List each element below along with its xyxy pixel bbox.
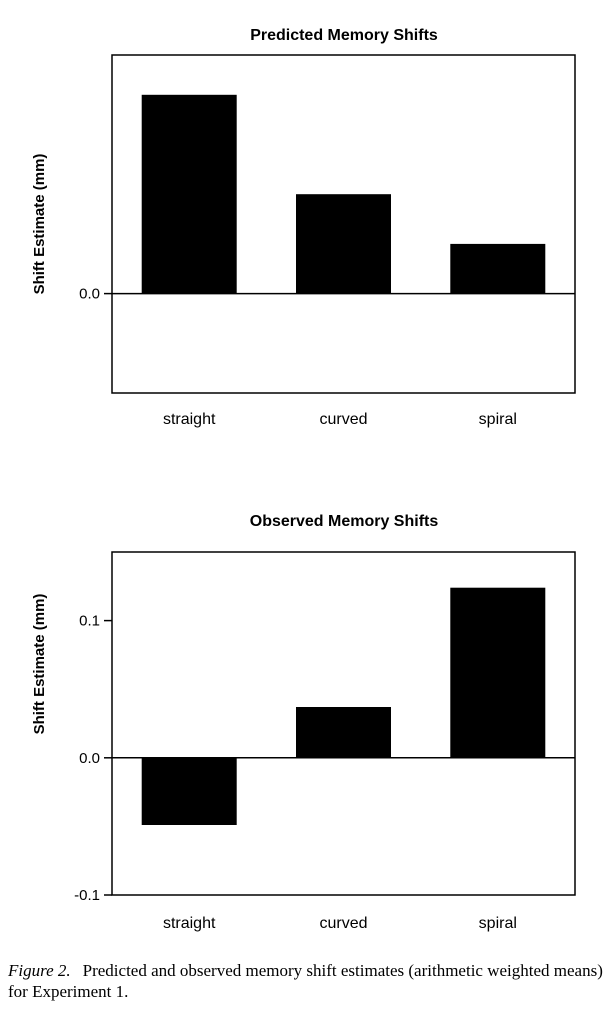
observed-bars <box>141 587 546 825</box>
predicted-x-tick-labels: straight curved spiral <box>163 411 517 428</box>
observed-x-tick-label-curved: curved <box>319 915 367 932</box>
predicted-chart: Predicted Memory Shifts Shift Estimate (… <box>31 27 576 428</box>
observed-x-tick-label-straight: straight <box>163 915 216 932</box>
predicted-y-tick-label: 0.0 <box>79 286 100 303</box>
observed-chart-title: Observed Memory Shifts <box>250 513 439 530</box>
predicted-chart-title: Predicted Memory Shifts <box>250 27 438 44</box>
predicted-y-ticks: 0.0 <box>79 286 112 303</box>
observed-y-axis-label: Shift Estimate (mm) <box>31 594 48 735</box>
observed-bar-curved <box>296 707 391 758</box>
predicted-x-tick-label-spiral: spiral <box>479 411 517 428</box>
figure-caption-text: Predicted and observed memory shift esti… <box>8 961 603 1001</box>
observed-plot-frame <box>111 551 576 896</box>
observed-y-tick-label: -0.1 <box>74 887 100 904</box>
observed-y-tick-label: 0.0 <box>79 750 100 767</box>
predicted-bar-straight <box>141 94 237 294</box>
observed-chart: Observed Memory Shifts Shift Estimate (m… <box>31 513 576 932</box>
predicted-bars <box>141 94 546 294</box>
predicted-bar-spiral <box>450 243 546 294</box>
predicted-bar-curved <box>296 194 391 294</box>
observed-bar-straight <box>141 757 237 825</box>
predicted-x-tick-label-curved: curved <box>319 411 367 428</box>
observed-x-tick-labels: straight curved spiral <box>163 915 517 932</box>
predicted-y-axis-label: Shift Estimate (mm) <box>31 154 48 295</box>
figure-caption-label: Figure 2. <box>8 961 71 980</box>
observed-bar-spiral <box>450 587 546 758</box>
observed-y-tick-label: 0.1 <box>79 613 100 630</box>
predicted-x-tick-label-straight: straight <box>163 411 216 428</box>
figure-caption: Figure 2. Predicted and observed memory s… <box>8 960 603 1002</box>
predicted-plot-frame <box>111 54 576 394</box>
observed-y-ticks: 0.1 0.0 -0.1 <box>74 613 112 904</box>
observed-x-tick-label-spiral: spiral <box>479 915 517 932</box>
